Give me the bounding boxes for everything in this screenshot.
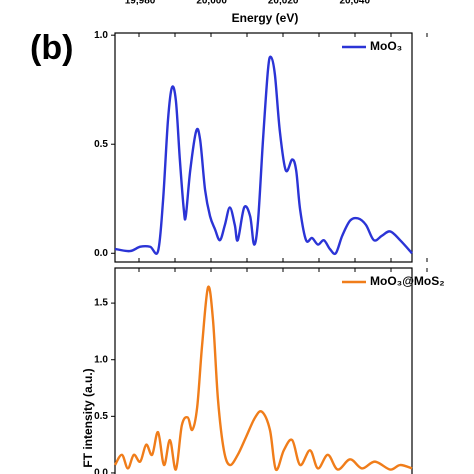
x-tick-label: 19,980 bbox=[125, 0, 156, 7]
y-tick-label: 1.0 bbox=[94, 354, 108, 365]
y-tick-label: 1.5 bbox=[94, 298, 108, 309]
y-tick-label: 0.5 bbox=[94, 139, 108, 150]
x-axis-label: Energy (eV) bbox=[232, 11, 299, 25]
y-tick-label: 0.0 bbox=[94, 248, 108, 259]
x-tick-label: 20,040 bbox=[339, 0, 370, 7]
y-tick-label: 0.5 bbox=[94, 411, 108, 422]
data-line bbox=[113, 285, 413, 472]
legend-label: MoO₃@MoS₂ bbox=[370, 274, 445, 288]
legend-label: MoO₃ bbox=[370, 39, 402, 53]
plot-frame bbox=[114, 32, 413, 263]
x-tick-label: 20,020 bbox=[268, 0, 299, 7]
plot-frame bbox=[114, 267, 413, 474]
x-tick-label: 20,000 bbox=[196, 0, 227, 7]
data-line bbox=[114, 55, 413, 256]
y-tick-label: 1.0 bbox=[94, 30, 108, 41]
panel-label: (b) bbox=[30, 29, 73, 67]
y-tick-label: 0.0 bbox=[94, 468, 108, 474]
y-axis-label: FT intensity (a.u.) bbox=[81, 368, 95, 467]
